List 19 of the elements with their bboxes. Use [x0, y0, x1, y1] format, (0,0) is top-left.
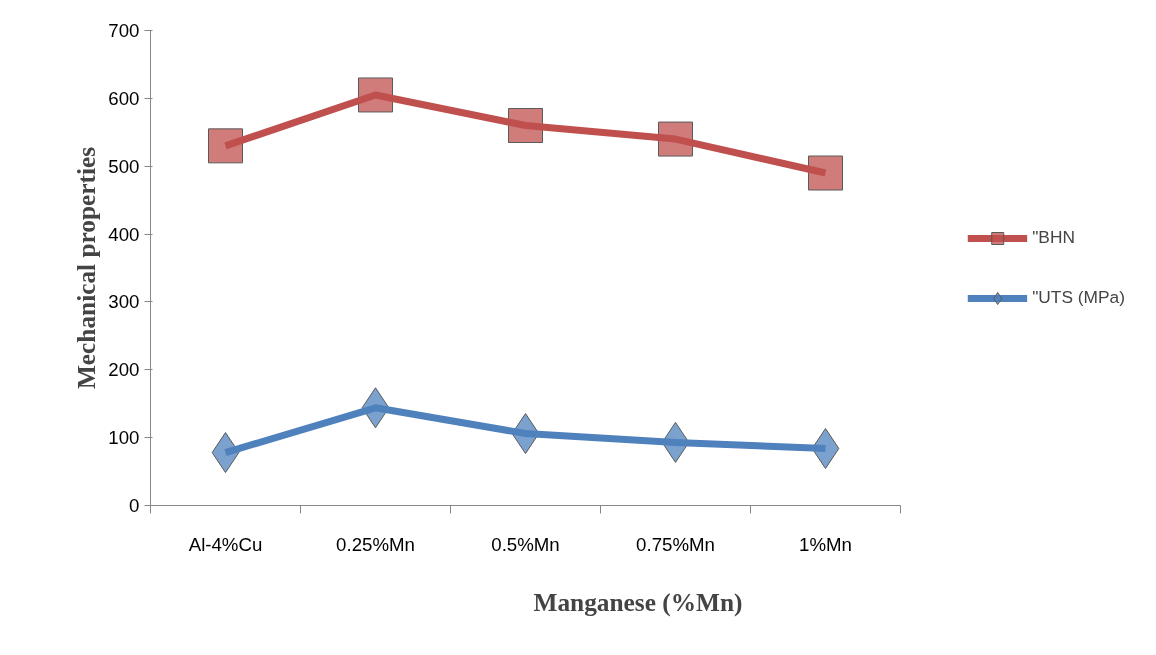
- x-tick-label: 0.25%Mn: [336, 533, 415, 555]
- legend-label: "UTS (MPa): [1032, 287, 1125, 308]
- y-tick-label: 600: [108, 87, 140, 109]
- y-tick-label: 500: [108, 155, 140, 177]
- y-axis-title: Mechanical properties: [72, 146, 101, 390]
- legend-label: "BHN: [1032, 227, 1075, 248]
- y-tick-label: 200: [108, 359, 140, 381]
- x-axis-title: Manganese (%Mn): [533, 587, 743, 617]
- x-tick-label: 1%Mn: [799, 533, 852, 555]
- y-tick-label: 0: [129, 495, 140, 516]
- x-tick-label: 0.5%Mn: [491, 533, 560, 555]
- point: [208, 128, 243, 164]
- y-tick-label: 700: [108, 20, 140, 41]
- point: [808, 155, 843, 191]
- y-tick-label: 400: [108, 223, 140, 245]
- x-tick-label: Al-4%Cu: [188, 533, 263, 555]
- y-tick-label: 100: [108, 427, 140, 449]
- y-tick-label: 300: [108, 291, 140, 313]
- x-tick-label: 0.75%Mn: [636, 533, 715, 555]
